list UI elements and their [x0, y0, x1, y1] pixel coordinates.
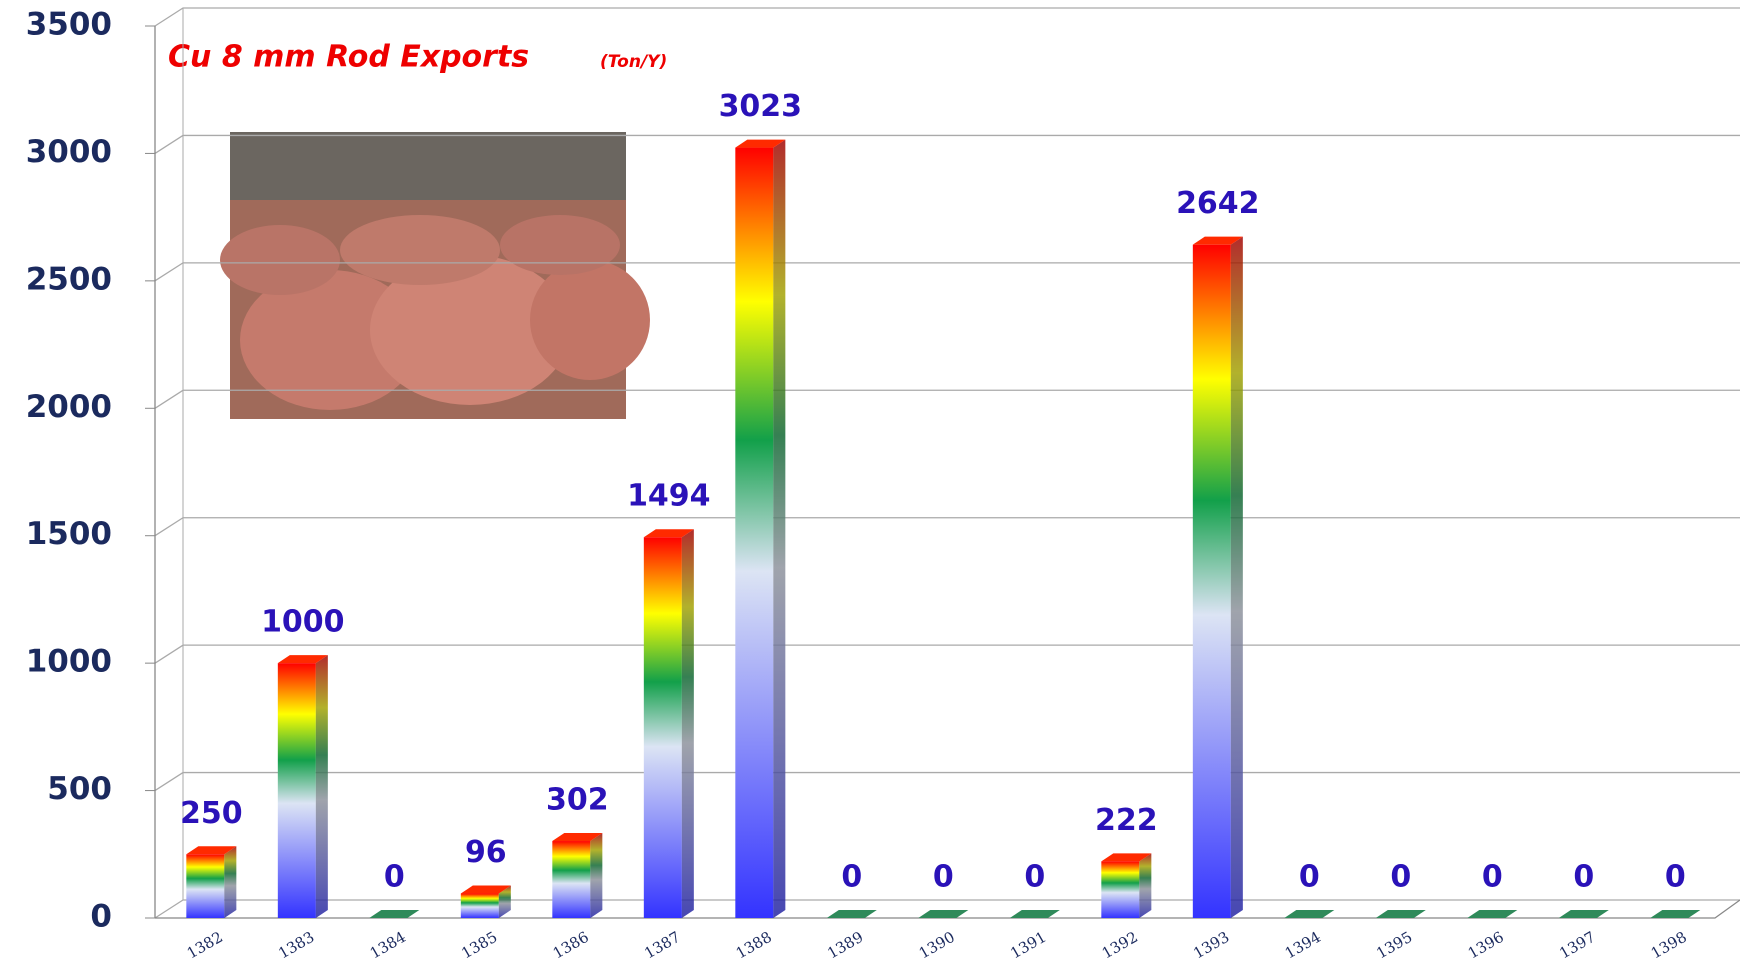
bar — [643, 537, 682, 918]
photo — [220, 132, 650, 419]
value-label: 250 — [180, 796, 243, 831]
bar-side-shade — [681, 529, 694, 918]
x-tick-label: 1387 — [641, 928, 683, 963]
bar — [1101, 861, 1140, 918]
bar-side-shade — [773, 139, 786, 918]
bar-side-shade — [590, 833, 603, 918]
bar-top — [735, 139, 786, 148]
bar — [1650, 910, 1701, 918]
value-label: 0 — [1299, 860, 1320, 895]
x-tick-label: 1388 — [733, 928, 775, 963]
y-tick-label: 1000 — [26, 644, 112, 680]
value-label: 222 — [1095, 803, 1158, 838]
chart-title: Cu 8 mm Rod Exports — [168, 40, 529, 75]
y-tick-label: 3500 — [26, 7, 112, 43]
x-tick-label: 1385 — [458, 928, 500, 963]
value-label: 302 — [546, 783, 609, 818]
bar-side — [773, 139, 786, 918]
bar-side — [681, 529, 694, 918]
grid-line — [154, 644, 1740, 664]
bar-top — [1101, 853, 1152, 862]
value-label: 0 — [384, 860, 405, 895]
bar-top — [277, 655, 328, 664]
value-label: 2642 — [1176, 186, 1260, 221]
y-tick-label: 0 — [90, 899, 112, 935]
x-tick-label: 1396 — [1465, 928, 1507, 963]
y-tick-label: 500 — [47, 771, 112, 807]
bar — [1467, 910, 1518, 918]
x-tick-label: 1384 — [367, 928, 409, 963]
x-tick-label: 1394 — [1282, 928, 1324, 963]
value-label: 0 — [1665, 860, 1686, 895]
bar — [1009, 910, 1060, 918]
value-label: 0 — [1482, 860, 1503, 895]
x-tick-label: 1383 — [275, 928, 317, 963]
bar-top — [1192, 236, 1243, 245]
value-label: 3023 — [719, 89, 803, 124]
bar-side-shade — [224, 846, 237, 918]
bar-side — [315, 655, 328, 918]
value-label: 0 — [1573, 860, 1594, 895]
y-tick-label: 2000 — [26, 389, 112, 425]
value-label: 0 — [841, 860, 862, 895]
bar — [460, 893, 499, 918]
x-tick-label: 1389 — [824, 928, 866, 963]
y-tick-label: 3000 — [26, 134, 112, 170]
bar-top — [643, 529, 694, 538]
bar — [735, 147, 774, 918]
bar-top — [552, 833, 603, 842]
x-tick-label: 1382 — [184, 928, 226, 963]
bar-top — [460, 885, 511, 894]
value-label: 0 — [1024, 860, 1045, 895]
x-tick-label: 1397 — [1556, 928, 1598, 963]
bar — [369, 910, 420, 918]
value-label: 1494 — [627, 479, 711, 514]
x-tick-label: 1391 — [1007, 928, 1049, 963]
bar — [186, 854, 225, 918]
x-tick-label: 1395 — [1373, 928, 1415, 963]
x-tick-label: 1393 — [1190, 928, 1232, 963]
value-label: 0 — [933, 860, 954, 895]
bar-side-shade — [315, 655, 328, 918]
bar — [552, 841, 591, 918]
grid-line — [154, 7, 1740, 27]
bar-side — [224, 846, 237, 918]
bar — [1375, 910, 1426, 918]
grid-line — [154, 771, 1740, 792]
bar-side-shade — [1230, 236, 1243, 919]
bar-side — [1139, 853, 1152, 918]
y-tick-label: 1500 — [26, 516, 112, 552]
bar-side — [590, 833, 603, 918]
bar-side — [498, 885, 511, 918]
value-label: 0 — [1390, 860, 1411, 895]
value-label: 96 — [465, 835, 507, 870]
bar — [1192, 244, 1231, 919]
bar — [277, 663, 316, 918]
bar-side-shade — [1139, 853, 1152, 918]
bar — [1558, 910, 1609, 918]
bar — [918, 910, 969, 918]
bar-top — [186, 846, 237, 855]
bar — [1284, 910, 1335, 918]
bar-side-shade — [498, 885, 511, 918]
x-tick-label: 1398 — [1648, 928, 1690, 963]
x-tick-label: 1392 — [1099, 928, 1141, 963]
value-label: 1000 — [261, 605, 345, 640]
grid-line — [154, 517, 1740, 537]
bar-side — [1230, 236, 1243, 919]
x-tick-label: 1390 — [916, 928, 958, 963]
bar — [826, 910, 877, 918]
y-tick-label: 2500 — [26, 261, 112, 297]
unit-label: (Ton/Y) — [600, 52, 667, 72]
x-tick-label: 1386 — [550, 928, 592, 963]
